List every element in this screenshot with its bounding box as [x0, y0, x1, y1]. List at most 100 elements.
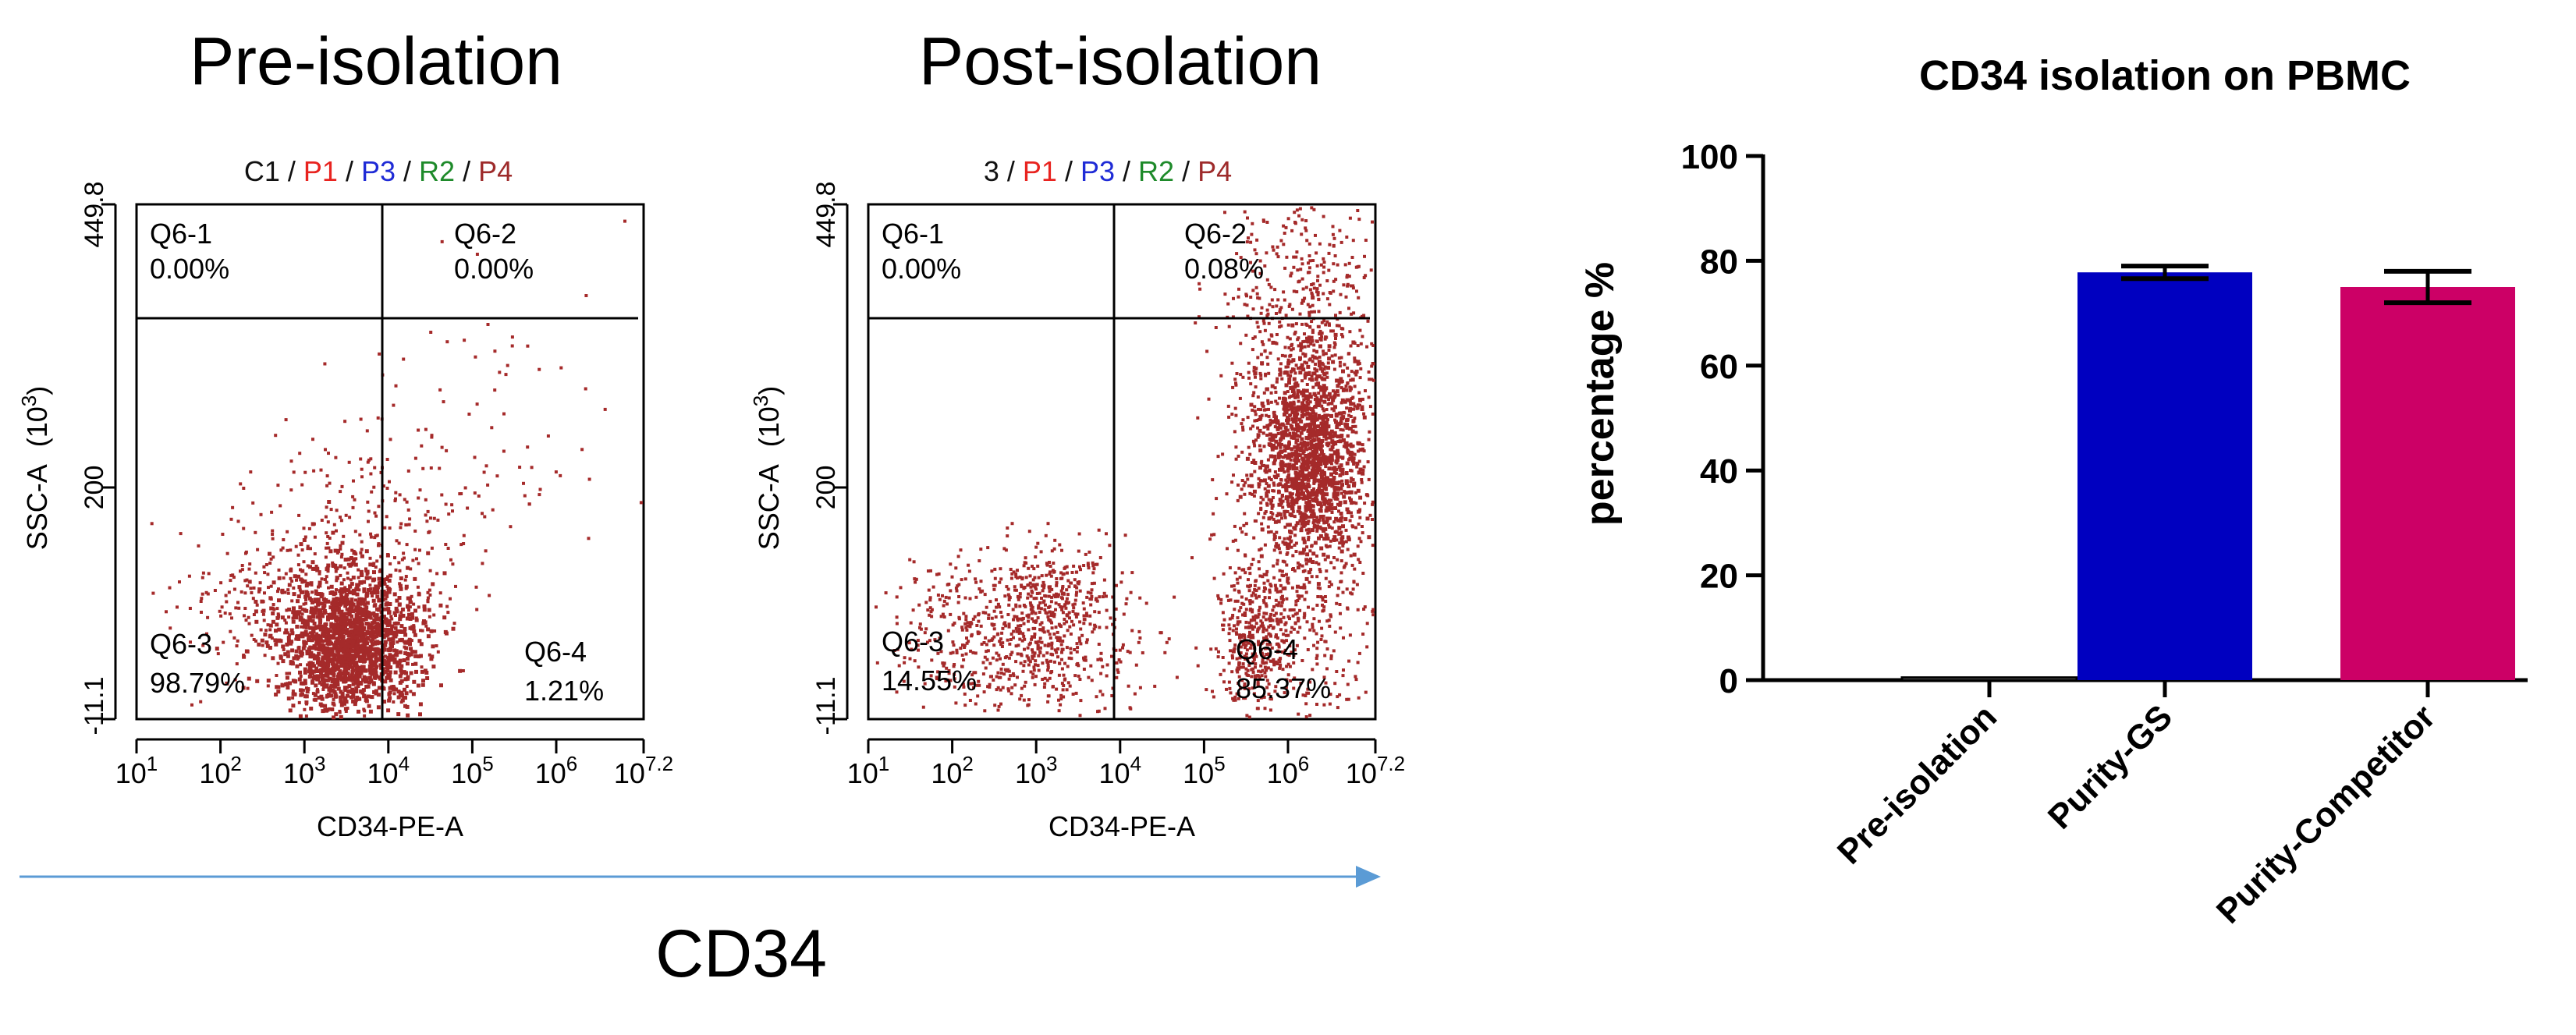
event-dot — [388, 526, 392, 530]
event-dot — [1317, 401, 1322, 406]
event-dot — [402, 551, 406, 555]
dot-cloud-post — [875, 206, 1375, 719]
event-dot — [1265, 638, 1268, 642]
event-dot — [356, 645, 360, 649]
event-dot — [429, 466, 433, 470]
event-dot — [315, 689, 320, 694]
event-dot — [1260, 654, 1264, 658]
event-dot — [318, 619, 323, 622]
event-dot — [1341, 674, 1345, 678]
event-dot — [303, 622, 307, 627]
event-dot — [1313, 310, 1316, 314]
event-dot — [1329, 561, 1333, 565]
event-dot — [1239, 606, 1243, 610]
event-dot — [356, 585, 360, 589]
event-dot — [392, 660, 397, 665]
event-dot — [398, 638, 403, 643]
event-dot — [445, 604, 449, 608]
event-dot — [1254, 677, 1258, 680]
event-dot — [1345, 236, 1349, 239]
event-dot — [1350, 514, 1354, 518]
event-dot — [342, 578, 346, 582]
event-dot — [344, 611, 348, 616]
event-dot — [1285, 597, 1289, 601]
event-dot — [1291, 358, 1296, 363]
event-dot — [335, 588, 338, 592]
event-dot — [1278, 308, 1282, 312]
event-dot — [1252, 366, 1256, 370]
event-dot — [342, 566, 346, 570]
gate-label-part: P4 — [478, 155, 513, 187]
event-dot — [277, 576, 282, 580]
event-dot — [1243, 633, 1247, 637]
event-dot — [452, 622, 456, 626]
event-dot — [1356, 608, 1360, 611]
event-dot — [475, 402, 479, 406]
event-dot — [290, 599, 294, 603]
event-dot — [1364, 690, 1368, 694]
event-dot — [305, 581, 309, 585]
event-dot — [1252, 494, 1256, 498]
event-dot — [1254, 654, 1258, 658]
event-dot — [1290, 390, 1294, 393]
event-dot — [348, 622, 353, 627]
event-dot — [1270, 444, 1275, 448]
event-dot — [1259, 554, 1264, 558]
event-dot — [1267, 632, 1271, 636]
event-dot — [1248, 572, 1252, 576]
event-dot — [398, 674, 403, 679]
event-dot — [333, 601, 337, 604]
event-dot — [1297, 367, 1300, 370]
event-dot — [333, 644, 337, 648]
event-dot — [1251, 615, 1255, 619]
event-dot — [342, 587, 347, 592]
event-dot — [346, 557, 351, 562]
event-dot — [1230, 654, 1234, 658]
event-dot — [389, 628, 393, 633]
event-dot — [1338, 364, 1342, 368]
x-tick-label: 104 — [367, 752, 410, 789]
event-dot — [1236, 548, 1240, 552]
event-dot — [286, 548, 289, 552]
event-dot — [1258, 371, 1262, 375]
event-dot — [1311, 560, 1315, 564]
event-dot — [1286, 365, 1290, 369]
event-dot — [1332, 566, 1336, 570]
event-dot — [326, 631, 331, 636]
event-dot — [1278, 372, 1283, 377]
event-dot — [1311, 407, 1315, 412]
event-dot — [1328, 580, 1332, 584]
event-dot — [304, 572, 308, 576]
event-dot — [1259, 311, 1263, 315]
event-dot — [1292, 255, 1296, 259]
event-dot — [287, 636, 290, 640]
event-dot — [378, 686, 382, 690]
event-dot — [1289, 401, 1293, 405]
event-dot — [1318, 360, 1322, 364]
event-dot — [296, 594, 301, 599]
event-dot — [1270, 334, 1274, 338]
event-dot — [350, 671, 355, 675]
event-dot — [1212, 512, 1215, 516]
event-dot — [332, 682, 337, 687]
event-dot — [358, 533, 362, 537]
event-dot — [1332, 440, 1337, 445]
event-dot — [1232, 473, 1235, 477]
event-dot — [1285, 563, 1289, 567]
gate-label-part: / — [455, 155, 478, 187]
event-dot — [1247, 361, 1251, 365]
event-dot — [1303, 404, 1308, 409]
event-dot — [349, 675, 354, 679]
event-dot — [319, 468, 323, 472]
event-dot — [399, 522, 403, 526]
event-dot — [420, 665, 424, 669]
event-dot — [371, 681, 376, 686]
event-dot — [1282, 640, 1286, 643]
event-dot — [1252, 441, 1256, 445]
event-dot — [1296, 428, 1300, 433]
event-dot — [1305, 416, 1310, 421]
event-dot — [1256, 628, 1260, 632]
event-dot — [249, 587, 253, 590]
event-dot — [323, 362, 327, 366]
event-dot — [312, 698, 316, 702]
